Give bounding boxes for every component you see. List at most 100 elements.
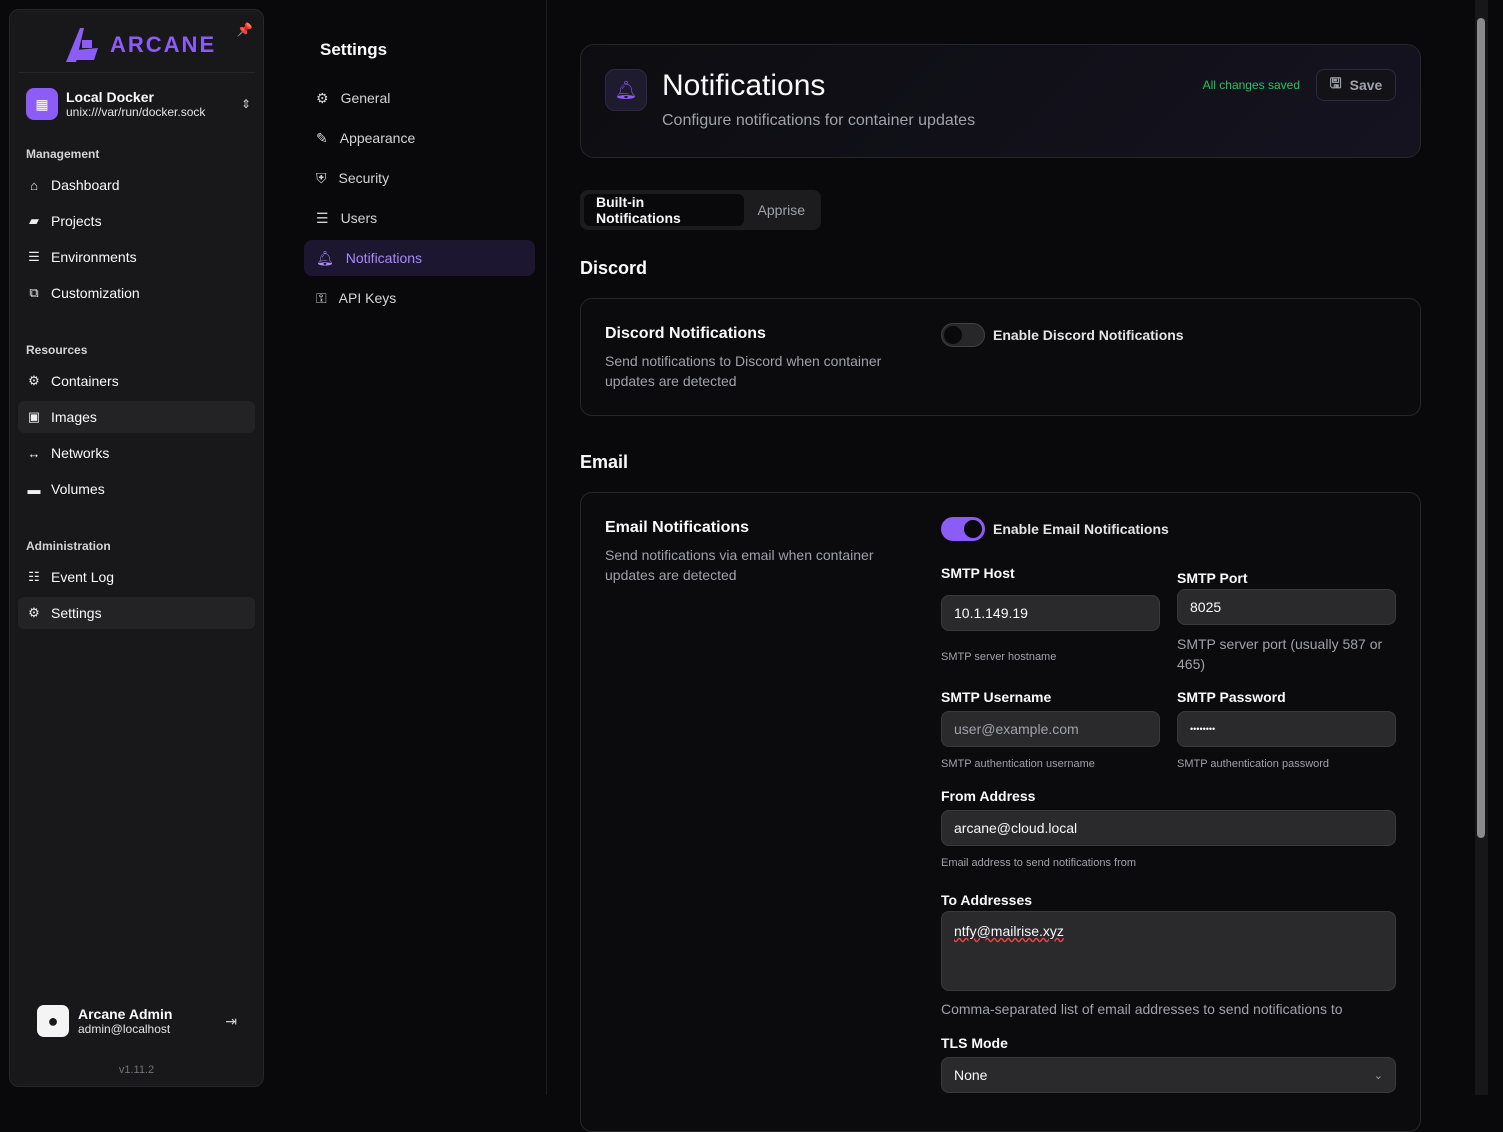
sidebar-item-containers[interactable]: ⚙ Containers [18, 365, 255, 397]
settings-nav: Settings ⚙ General ✎ Appearance ⛨ Security … [304, 0, 547, 1095]
smtp-port-input[interactable]: 8025 [1177, 589, 1396, 625]
smtp-host-input[interactable]: 10.1.149.19 [941, 595, 1160, 631]
page-title: Notifications [662, 69, 826, 102]
page-header: 🔔︎ Notifications Configure notifications… [580, 44, 1421, 158]
label: API Keys [338, 290, 397, 306]
label: Customization [51, 285, 140, 301]
tls-mode-label: TLS Mode [941, 1035, 1008, 1051]
discord-card: Discord Notifications Send notifications… [580, 298, 1421, 416]
settings-item-security[interactable]: ⛨ Security [304, 160, 535, 196]
toggle-label[interactable]: Enable Email Notifications [993, 521, 1169, 537]
environment-switcher[interactable]: ▦ Local Docker unix:///var/run/docker.so… [26, 88, 251, 120]
label: Dashboard [51, 177, 120, 193]
logout-icon[interactable]: ⇥ [225, 1012, 237, 1029]
settings-item-appearance[interactable]: ✎ Appearance [304, 120, 535, 156]
sidebar-item-event-log[interactable]: ☷ Event Log [18, 561, 255, 593]
gear-icon: ⚙ [28, 605, 40, 620]
label: Images [51, 409, 97, 425]
version: v1.11.2 [118, 1064, 155, 1076]
section-email: Email [580, 452, 629, 472]
email-card: Email Notifications Send notifications v… [580, 492, 1421, 1132]
smtp-password-label: SMTP Password [1177, 689, 1286, 705]
settings-title: Settings [320, 40, 388, 59]
smtp-host-label: SMTP Host [941, 565, 1015, 581]
environment-socket: unix:///var/run/docker.sock [66, 105, 206, 119]
card-description: Send notifications via email when contai… [605, 547, 874, 583]
smtp-username-label: SMTP Username [941, 689, 1052, 705]
to-addresses-textarea[interactable]: ntfy@mailrise.xyz [941, 911, 1396, 991]
arcane-logo[interactable]: ARCANE [62, 26, 216, 64]
to-addresses-label: To Addresses [941, 892, 1033, 908]
settings-item-api-keys[interactable]: ⚿ API Keys [304, 280, 535, 316]
toggle-label[interactable]: Enable Discord Notifications [993, 327, 1184, 343]
arcane-logo-icon [66, 28, 98, 62]
sidebar: ARCANE 📌 ▦ Local Docker unix:///var/run/… [9, 9, 264, 1087]
save-icon: 🖫 [1329, 75, 1342, 91]
tab-built-in[interactable]: Built-in Notifications [584, 194, 744, 226]
label: Users [340, 210, 378, 226]
user-menu[interactable]: ● Arcane Admin admin@localhost ⇥ [37, 1005, 237, 1037]
avatar: ● [37, 1005, 69, 1037]
from-address-hint: Email address to send notifications from [941, 857, 1137, 869]
group-resources: Resources [26, 343, 88, 357]
label: Projects [51, 213, 102, 229]
sidebar-item-volumes[interactable]: ▬ Volumes [18, 473, 255, 505]
user-email: admin@localhost [78, 1022, 171, 1036]
home-icon: ⌂ [30, 177, 38, 193]
label: General [340, 90, 391, 106]
save-button[interactable]: 🖫 Save [1316, 69, 1396, 101]
bell-icon: 🔔︎ [316, 249, 334, 266]
label: Save [1349, 77, 1383, 93]
smtp-username-input[interactable]: user@example.com [941, 711, 1160, 747]
save-status: All changes saved [1202, 78, 1300, 92]
tls-mode-value: None [954, 1067, 988, 1083]
smtp-port-label: SMTP Port [1177, 570, 1248, 586]
network-icon: ↔ [27, 445, 41, 461]
pin-icon[interactable]: 📌 [236, 22, 253, 37]
settings-item-notifications[interactable]: 🔔︎ Notifications [304, 240, 535, 276]
sidebar-item-images[interactable]: ▣ Images [18, 401, 255, 433]
label: Notifications [345, 250, 423, 266]
notification-tabs: Built-in Notifications Apprise [580, 190, 821, 230]
section-discord: Discord [580, 258, 648, 278]
from-address-label: From Address [941, 788, 1036, 804]
scrollbar[interactable] [1475, 0, 1488, 1095]
label: Settings [51, 605, 102, 621]
settings-item-general[interactable]: ⚙ General [304, 80, 535, 116]
scrollbar-thumb[interactable] [1477, 18, 1485, 838]
environment-name: Local Docker [66, 89, 154, 105]
shield-icon: ⛨ [316, 169, 327, 186]
sidebar-item-environments[interactable]: ☰ Environments [18, 241, 255, 273]
sidebar-item-settings[interactable]: ⚙ Settings [18, 597, 255, 629]
email-toggle[interactable] [941, 517, 985, 541]
from-address-input[interactable]: arcane@cloud.local [941, 810, 1396, 846]
tab-apprise[interactable]: Apprise [757, 202, 805, 218]
container-icon: ⚙ [28, 373, 40, 388]
settings-item-users[interactable]: ☰ Users [304, 200, 535, 236]
folder-icon: ▰ [29, 213, 39, 228]
tls-mode-select[interactable]: None ⌄ [941, 1057, 1396, 1093]
smtp-host-hint: SMTP server hostname [941, 651, 1057, 663]
users-icon: ☰ [316, 209, 329, 226]
label: Containers [51, 373, 119, 389]
label: Environments [51, 249, 137, 265]
to-addresses-hint: Comma-separated list of email addresses … [941, 1001, 1343, 1017]
group-management: Management [26, 147, 100, 161]
group-administration: Administration [26, 539, 111, 553]
label: Appearance [339, 130, 416, 146]
sidebar-item-networks[interactable]: ↔ Networks [18, 437, 255, 469]
chevrons-up-down-icon: ⇕ [240, 97, 251, 111]
sidebar-item-dashboard[interactable]: ⌂ Dashboard [18, 169, 255, 201]
key-icon: ⚿ [316, 289, 327, 306]
bell-icon: 🔔︎ [605, 69, 647, 111]
customize-icon: ⧉ [29, 285, 39, 300]
page-subtitle: Configure notifications for container up… [662, 112, 976, 129]
sidebar-item-customization[interactable]: ⧉ Customization [18, 277, 255, 309]
label: Volumes [51, 481, 105, 497]
discord-toggle[interactable] [941, 323, 985, 347]
gear-icon: ⚙ [316, 89, 329, 106]
sidebar-item-projects[interactable]: ▰ Projects [18, 205, 255, 237]
smtp-password-input[interactable]: •••••••• [1177, 711, 1396, 747]
label: Event Log [51, 569, 115, 585]
divider [18, 72, 255, 73]
